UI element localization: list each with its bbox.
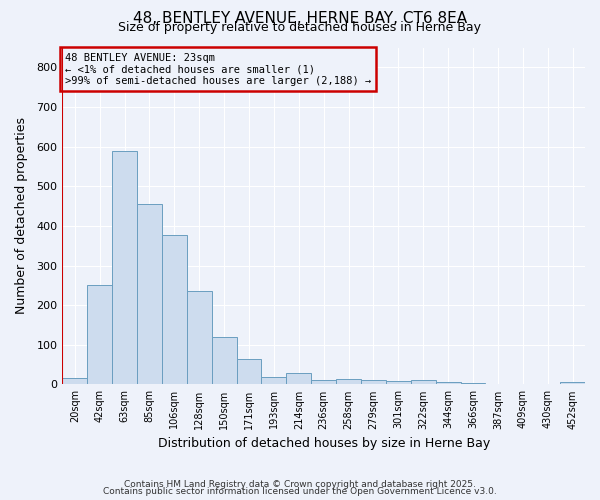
Bar xyxy=(311,380,336,384)
Bar xyxy=(162,234,187,384)
Bar xyxy=(212,337,236,384)
Text: Contains HM Land Registry data © Crown copyright and database right 2025.: Contains HM Land Registry data © Crown c… xyxy=(124,480,476,489)
X-axis label: Distribution of detached houses by size in Herne Bay: Distribution of detached houses by size … xyxy=(158,437,490,450)
Bar xyxy=(62,378,87,384)
Bar xyxy=(112,150,137,384)
Text: 48 BENTLEY AVENUE: 23sqm
← <1% of detached houses are smaller (1)
>99% of semi-d: 48 BENTLEY AVENUE: 23sqm ← <1% of detach… xyxy=(65,52,371,86)
Bar xyxy=(560,382,585,384)
Bar xyxy=(361,380,386,384)
Bar xyxy=(436,382,461,384)
Bar xyxy=(286,372,311,384)
Bar xyxy=(187,292,212,384)
Bar xyxy=(461,383,485,384)
Bar xyxy=(336,379,361,384)
Bar xyxy=(262,376,286,384)
Text: Size of property relative to detached houses in Herne Bay: Size of property relative to detached ho… xyxy=(119,22,482,35)
Bar xyxy=(411,380,436,384)
Text: 48, BENTLEY AVENUE, HERNE BAY, CT6 8EA: 48, BENTLEY AVENUE, HERNE BAY, CT6 8EA xyxy=(133,11,467,26)
Bar xyxy=(386,382,411,384)
Bar xyxy=(137,204,162,384)
Y-axis label: Number of detached properties: Number of detached properties xyxy=(15,118,28,314)
Text: Contains public sector information licensed under the Open Government Licence v3: Contains public sector information licen… xyxy=(103,487,497,496)
Bar xyxy=(87,286,112,384)
Bar xyxy=(236,358,262,384)
